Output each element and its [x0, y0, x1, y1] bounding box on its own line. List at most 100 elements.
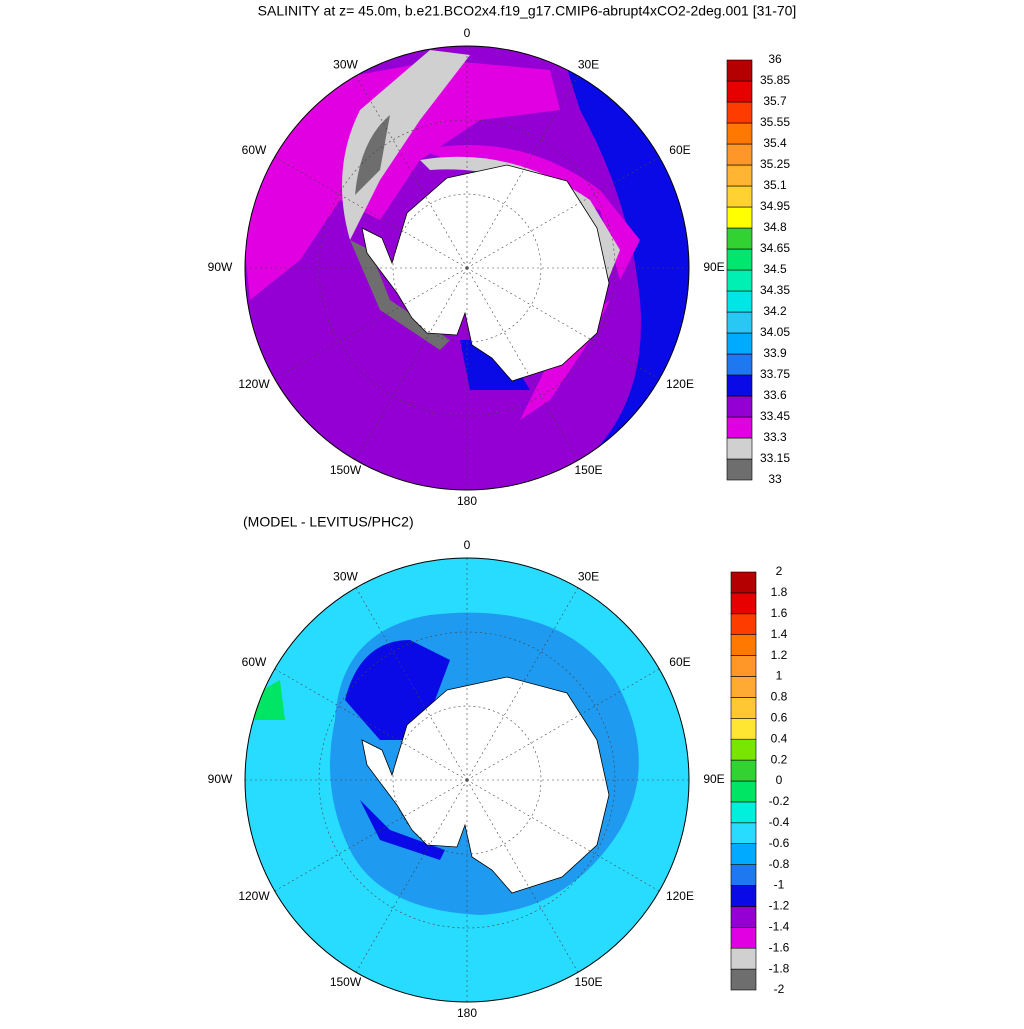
longitude-line [466, 156, 660, 269]
colorbar-label: 35.25 [760, 157, 790, 171]
longitude-line [466, 668, 660, 781]
longitude-label: 150W [330, 975, 362, 989]
colorbar-label: 35.1 [763, 178, 787, 192]
longitude-line [466, 587, 579, 781]
longitude-line [466, 267, 579, 461]
colorbar-label: 2 [776, 564, 783, 578]
latitude-line [318, 631, 616, 929]
colorbar-label: -1.6 [769, 940, 790, 954]
longitude-label: 60W [242, 655, 267, 669]
antarctica [361, 676, 610, 894]
colorbar-box [730, 822, 757, 844]
colorbar-label: -0.6 [769, 836, 790, 850]
colorbar-box [730, 906, 757, 928]
longitude-label: 180 [457, 494, 477, 508]
colorbar-box [730, 634, 757, 656]
colorbar-box [726, 101, 753, 124]
longitude-label: 0 [464, 26, 471, 40]
colorbar-label: 1.4 [771, 627, 788, 641]
colorbar-label: 0.2 [771, 752, 788, 766]
longitude-line [274, 779, 468, 892]
colorbar-label: 1.6 [771, 606, 788, 620]
colorbar-box [726, 374, 753, 397]
maps: 0 30E 60E 90E 120E 150E 180 150W 120W 90W 60W 30W SA… [208, 3, 797, 1020]
longitude-line [466, 779, 579, 973]
colorbar-box [730, 738, 757, 761]
colorbar-box [726, 311, 753, 334]
colorbar-box [730, 717, 757, 740]
colorbar-box [726, 437, 753, 460]
longitude-label: 180 [457, 1006, 477, 1020]
longitude-label: 150E [574, 463, 602, 477]
colorbar-label: 34.2 [763, 304, 787, 318]
colorbar-box [726, 185, 753, 208]
colorbar-box [730, 801, 757, 824]
longitude-label: 0 [464, 538, 471, 552]
longitude-label: 30E [578, 570, 599, 584]
map: 0 30E 60E 90E 120E 150E 180 150W 120W 90W 60W 30W SA… [208, 3, 797, 508]
colorbar-box [730, 697, 757, 719]
colorbar-label: 33.45 [760, 409, 790, 423]
latitude-line [392, 705, 542, 855]
colorbar-label: -0.2 [769, 794, 790, 808]
colorbar-label: 35.85 [760, 73, 790, 87]
colorbar-box [726, 269, 753, 292]
colorbar-box [730, 843, 757, 865]
colorbar-label: 33.15 [760, 451, 790, 465]
longitude-label: 150E [574, 975, 602, 989]
colorbar-box [730, 968, 757, 991]
colorbar-label: 0.6 [771, 710, 788, 724]
colorbar-box [730, 592, 757, 615]
longitude-label: 60E [669, 143, 690, 157]
longitude-label: 60W [242, 143, 267, 157]
colorbar-box [730, 926, 757, 949]
longitude-label: 90E [703, 260, 724, 274]
colorbar-label: -0.4 [769, 815, 790, 829]
colorbar-box [730, 613, 757, 635]
longitude-label: 90W [208, 772, 233, 786]
colorbar-box [730, 947, 757, 970]
colorbar-label: 34.95 [760, 199, 790, 213]
colorbar-label: 35.55 [760, 115, 790, 129]
colorbar-box [730, 864, 757, 886]
map-border [244, 45, 690, 491]
longitude-line [355, 587, 468, 781]
colorbar-label: 34.65 [760, 241, 790, 255]
colorbar-label: 1 [776, 669, 783, 683]
colorbar-label: 0.4 [771, 731, 788, 745]
colorbar-box [726, 227, 753, 250]
colorbar-box [726, 416, 753, 439]
colorbar-label: 36 [768, 52, 782, 66]
colorbar-label: 33 [768, 472, 782, 486]
longitude-line [355, 779, 468, 973]
longitude-label: 60E [669, 655, 690, 669]
longitude-label: 150W [330, 463, 362, 477]
title: SALINITY at z= 45.0m, b.e21.BCO2x4.f19_g… [258, 3, 797, 19]
colorbar-box [726, 290, 753, 313]
longitude-label: 30E [578, 58, 599, 72]
colorbar-box [730, 571, 757, 594]
colorbar-label: 33.75 [760, 367, 790, 381]
colorbar-box [726, 248, 753, 271]
colorbar-box [730, 759, 757, 782]
colorbar-label: -1.2 [769, 899, 790, 913]
latitude-line [392, 193, 542, 343]
colorbar-label: 0.8 [771, 690, 788, 704]
longitude-line [274, 267, 468, 380]
longitude-line [355, 75, 468, 269]
colorbar-label: 34.05 [760, 325, 790, 339]
colorbar-label: 35.4 [763, 136, 787, 150]
longitude-label: 120W [238, 889, 270, 903]
colorbar-label: 33.9 [763, 346, 787, 360]
colorbar-label: -2 [774, 982, 785, 996]
colorbar-label: 1.2 [771, 648, 788, 662]
colorbar-label: 1.8 [771, 585, 788, 599]
subtitle: (MODEL - LEVITUS/PHC2) [243, 514, 414, 530]
longitude-line [274, 156, 468, 269]
colorbar-box [726, 164, 753, 187]
colorbar-box [726, 206, 753, 229]
colorbar-label: 34.35 [760, 283, 790, 297]
colorbar-label: -0.8 [769, 857, 790, 871]
